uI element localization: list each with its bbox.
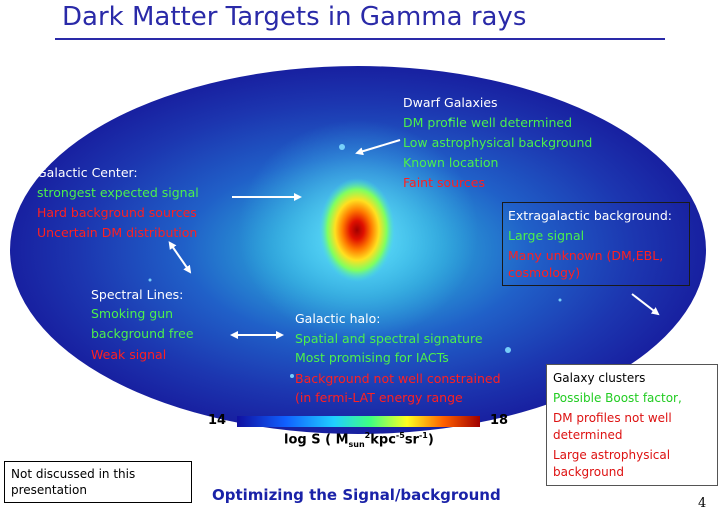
galaxy-clusters-line: DM profiles not well — [553, 411, 672, 425]
galaxy-clusters-line: Large astrophysical — [553, 448, 671, 462]
colorbar-min-label: 14 — [208, 413, 227, 428]
not-discussed-line: presentation — [11, 483, 87, 497]
extragalactic-heading: Extragalactic background: — [508, 208, 672, 223]
dwarf-galaxies-line: Faint sources — [403, 175, 485, 190]
dwarf-galaxies-line: Known location — [403, 155, 499, 170]
galactic-center-line: Uncertain DM distribution — [37, 225, 198, 240]
dwarf-galaxies-line: DM profile well determined — [403, 115, 573, 130]
galactic-halo-line: Spatial and spectral signature — [295, 331, 483, 346]
extragalactic-line: cosmology) — [508, 265, 581, 280]
galactic-center-heading: Galactic Center: — [37, 165, 138, 180]
galactic-halo-line: (in fermi-LAT energy range — [295, 390, 463, 405]
not-discussed-box: Not discussed in this presentation — [4, 461, 192, 503]
galactic-center-line: strongest expected signal — [37, 185, 199, 200]
extragalactic-line: Many unknown (DM,EBL, — [508, 248, 664, 263]
galactic-center-line: Hard background sources — [37, 205, 197, 220]
page-number: 4 — [698, 496, 707, 511]
colorbar-gradient — [237, 416, 480, 427]
dwarf-galaxies-heading: Dwarf Galaxies — [403, 95, 498, 110]
galaxy-clusters-line: background — [553, 465, 624, 479]
dwarf-galaxies-line: Low astrophysical background — [403, 135, 593, 150]
page-title: Dark Matter Targets in Gamma rays — [62, 2, 527, 32]
spectral-lines-heading: Spectral Lines: — [91, 287, 184, 302]
not-discussed-line: Not discussed in this — [11, 467, 136, 481]
spectral-lines-line: Smoking gun — [91, 306, 174, 321]
title-underline — [55, 38, 665, 40]
galactic-halo-heading: Galactic halo: — [295, 311, 381, 326]
spectral-lines-line: background free — [91, 326, 194, 341]
galactic-halo-line: Background not well constrained — [295, 371, 501, 386]
spectral-lines-line: Weak signal — [91, 347, 167, 362]
extragalactic-box — [502, 202, 690, 286]
colorbar-axis-label: log S ( Msun2kpc-5sr-1) — [284, 431, 434, 449]
colorbar-max-label: 18 — [490, 413, 509, 428]
point-sources — [148, 118, 562, 378]
galaxy-clusters-line: Possible Boost factor, — [553, 391, 682, 405]
galactic-center-hotspot — [319, 178, 395, 282]
galaxy-clusters-heading: Galaxy clusters — [553, 371, 646, 385]
galaxy-clusters-box: Galaxy clusters Possible Boost factor, D… — [546, 364, 718, 486]
extragalactic-line: Large signal — [508, 228, 585, 243]
galactic-halo-line: Most promising for IACTs — [295, 350, 449, 365]
galaxy-clusters-line: determined — [553, 428, 623, 442]
footer-caption: Optimizing the Signal/background — [212, 486, 501, 504]
